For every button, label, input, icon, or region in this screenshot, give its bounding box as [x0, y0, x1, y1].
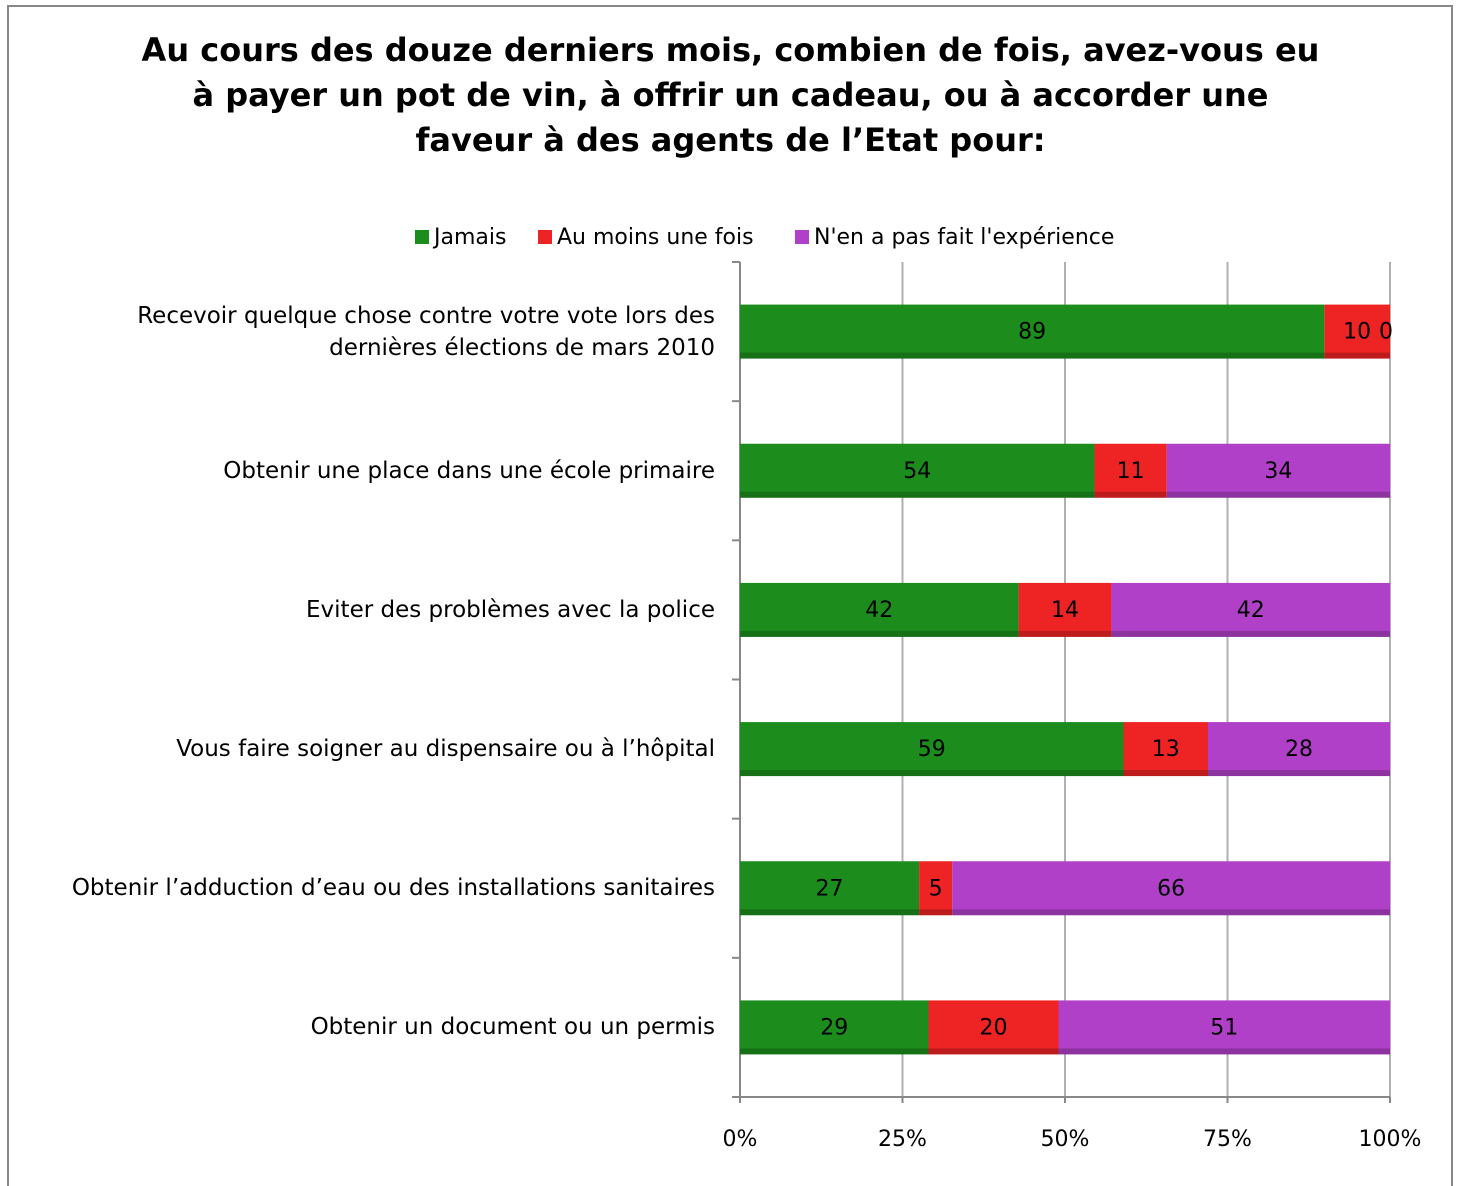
category-label: Obtenir l’adduction d’eau ou des install… — [71, 875, 715, 902]
data-label: 5 — [929, 876, 943, 901]
bar-segment — [740, 722, 1124, 777]
frame — [7, 5, 1453, 1186]
category-label: Vous faire soigner au dispensaire ou à l… — [176, 736, 715, 763]
data-label: 51 — [1210, 1015, 1238, 1040]
data-label: 42 — [865, 598, 893, 623]
data-label: 0 — [1379, 320, 1393, 345]
legend-swatch — [415, 230, 429, 244]
bar-segment — [1166, 443, 1390, 498]
x-tick-label: 0% — [723, 1127, 758, 1152]
bar-shade — [1094, 491, 1167, 498]
bar-shade — [1018, 630, 1112, 637]
data-label: 42 — [1237, 598, 1265, 623]
bar-segment — [1058, 1000, 1390, 1055]
data-label: 89 — [1018, 320, 1046, 345]
bar-shade — [1208, 770, 1390, 777]
bar-shade — [740, 909, 920, 916]
x-tick-label: 75% — [1203, 1127, 1252, 1152]
category-label: Obtenir une place dans une école primair… — [223, 457, 715, 484]
legend-label: Jamais — [432, 225, 506, 250]
data-label: 10 — [1343, 320, 1371, 345]
bar-segment — [919, 861, 953, 916]
bar-segment — [740, 861, 920, 916]
data-label: 20 — [980, 1015, 1008, 1040]
bar-shade — [1324, 352, 1390, 359]
bar-segment — [1208, 722, 1390, 777]
bar-segment — [928, 1000, 1059, 1055]
data-label: 27 — [816, 876, 844, 901]
bar-segment — [1123, 722, 1208, 777]
category-label: Obtenir un document ou un permis — [310, 1014, 715, 1041]
bar-shade — [919, 909, 953, 916]
bar-shade — [740, 491, 1095, 498]
bar-segment — [740, 582, 1019, 637]
bar-segment — [1094, 443, 1167, 498]
legend-swatch — [795, 230, 809, 244]
legend-swatch — [538, 230, 552, 244]
bar-segment — [1324, 304, 1390, 359]
x-tick-label: 50% — [1041, 1127, 1090, 1152]
category-label: Eviter des problèmes avec la police — [306, 596, 715, 623]
x-tick-label: 100% — [1359, 1127, 1422, 1152]
legend-label: Au moins une fois — [557, 225, 754, 250]
bar-shade — [1166, 491, 1390, 498]
bar-segment — [740, 1000, 929, 1055]
data-label: 54 — [903, 459, 931, 484]
bar-shade — [740, 770, 1124, 777]
bar-segment — [1111, 582, 1390, 637]
category-label: Recevoir quelque chose contre votre vote… — [137, 302, 715, 361]
legend-label: N'en a pas fait l'expérience — [814, 225, 1114, 250]
bar-shade — [1123, 770, 1208, 777]
bar-shade — [1111, 630, 1390, 637]
bar-segment — [952, 861, 1390, 916]
x-tick-label: 25% — [878, 1127, 927, 1152]
bar-shade — [952, 909, 1390, 916]
data-label: 13 — [1152, 737, 1180, 762]
bar-shade — [740, 1048, 929, 1055]
data-label: 59 — [918, 737, 946, 762]
bar-segment — [1018, 582, 1112, 637]
bar-shade — [740, 630, 1019, 637]
bar-shade — [740, 352, 1325, 359]
bar-segment — [740, 304, 1325, 359]
data-label: 28 — [1285, 737, 1313, 762]
bar-shade — [1058, 1048, 1390, 1055]
data-label: 14 — [1051, 598, 1079, 623]
chart-title: Au cours des douze derniers mois, combie… — [141, 31, 1320, 159]
bar-segment — [740, 443, 1095, 498]
data-label: 11 — [1117, 459, 1145, 484]
data-label: 34 — [1264, 459, 1292, 484]
bar-shade — [928, 1048, 1059, 1055]
data-label: 66 — [1157, 876, 1185, 901]
data-label: 29 — [820, 1015, 848, 1040]
